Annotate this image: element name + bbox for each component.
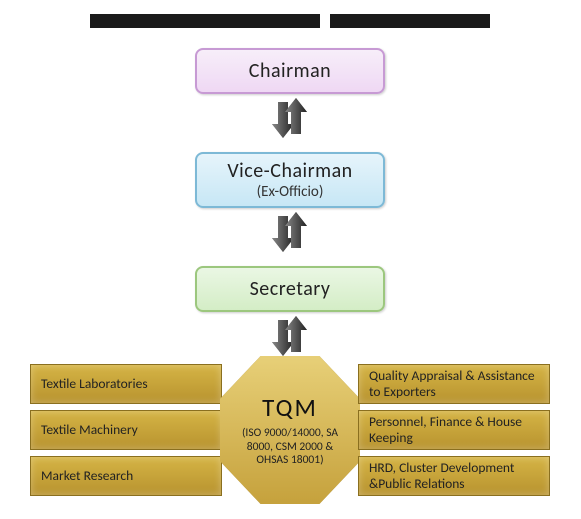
right-box: Quality Appraisal & Assistance to Export…: [358, 364, 550, 404]
tqm-octagon: TQM (ISO 9000/14000, SA 8000, CSM 2000 &…: [220, 356, 360, 504]
box-main-label: Vice-Chairman: [227, 159, 352, 183]
box-main-label: Chairman: [249, 59, 331, 83]
box-sub-label: (Ex-Officio): [257, 183, 324, 201]
tqm-title: TQM: [262, 392, 318, 423]
bidirectional-arrow-icon: [266, 98, 314, 138]
left-box: Textile Machinery: [30, 410, 222, 450]
bidirectional-arrow-icon: [266, 316, 314, 356]
left-box: Textile Laboratories: [30, 364, 222, 404]
right-column: Quality Appraisal & Assistance to Export…: [358, 364, 550, 496]
hierarchy-box-vice-chairman: Vice-Chairman(Ex-Officio): [195, 152, 385, 208]
title-segment: [330, 14, 490, 28]
hierarchy-box-chairman: Chairman: [195, 48, 385, 94]
box-main-label: Secretary: [250, 277, 331, 301]
bidirectional-arrow-icon: [266, 212, 314, 252]
title-segment: [320, 14, 330, 28]
title-bar: [90, 14, 490, 28]
right-box: Personnel, Finance & House Keeping: [358, 410, 550, 450]
left-column: Textile Laboratories Textile Machinery Mar…: [30, 364, 222, 496]
tqm-section: Textile Laboratories Textile Machinery Mar…: [30, 360, 550, 510]
tqm-subtitle: (ISO 9000/14000, SA 8000, CSM 2000 & OHS…: [226, 427, 354, 468]
left-box: Market Research: [30, 456, 222, 496]
hierarchy-box-secretary: Secretary: [195, 266, 385, 312]
title-segment: [90, 14, 320, 28]
right-box: HRD, Cluster Development &Public Relatio…: [358, 456, 550, 496]
